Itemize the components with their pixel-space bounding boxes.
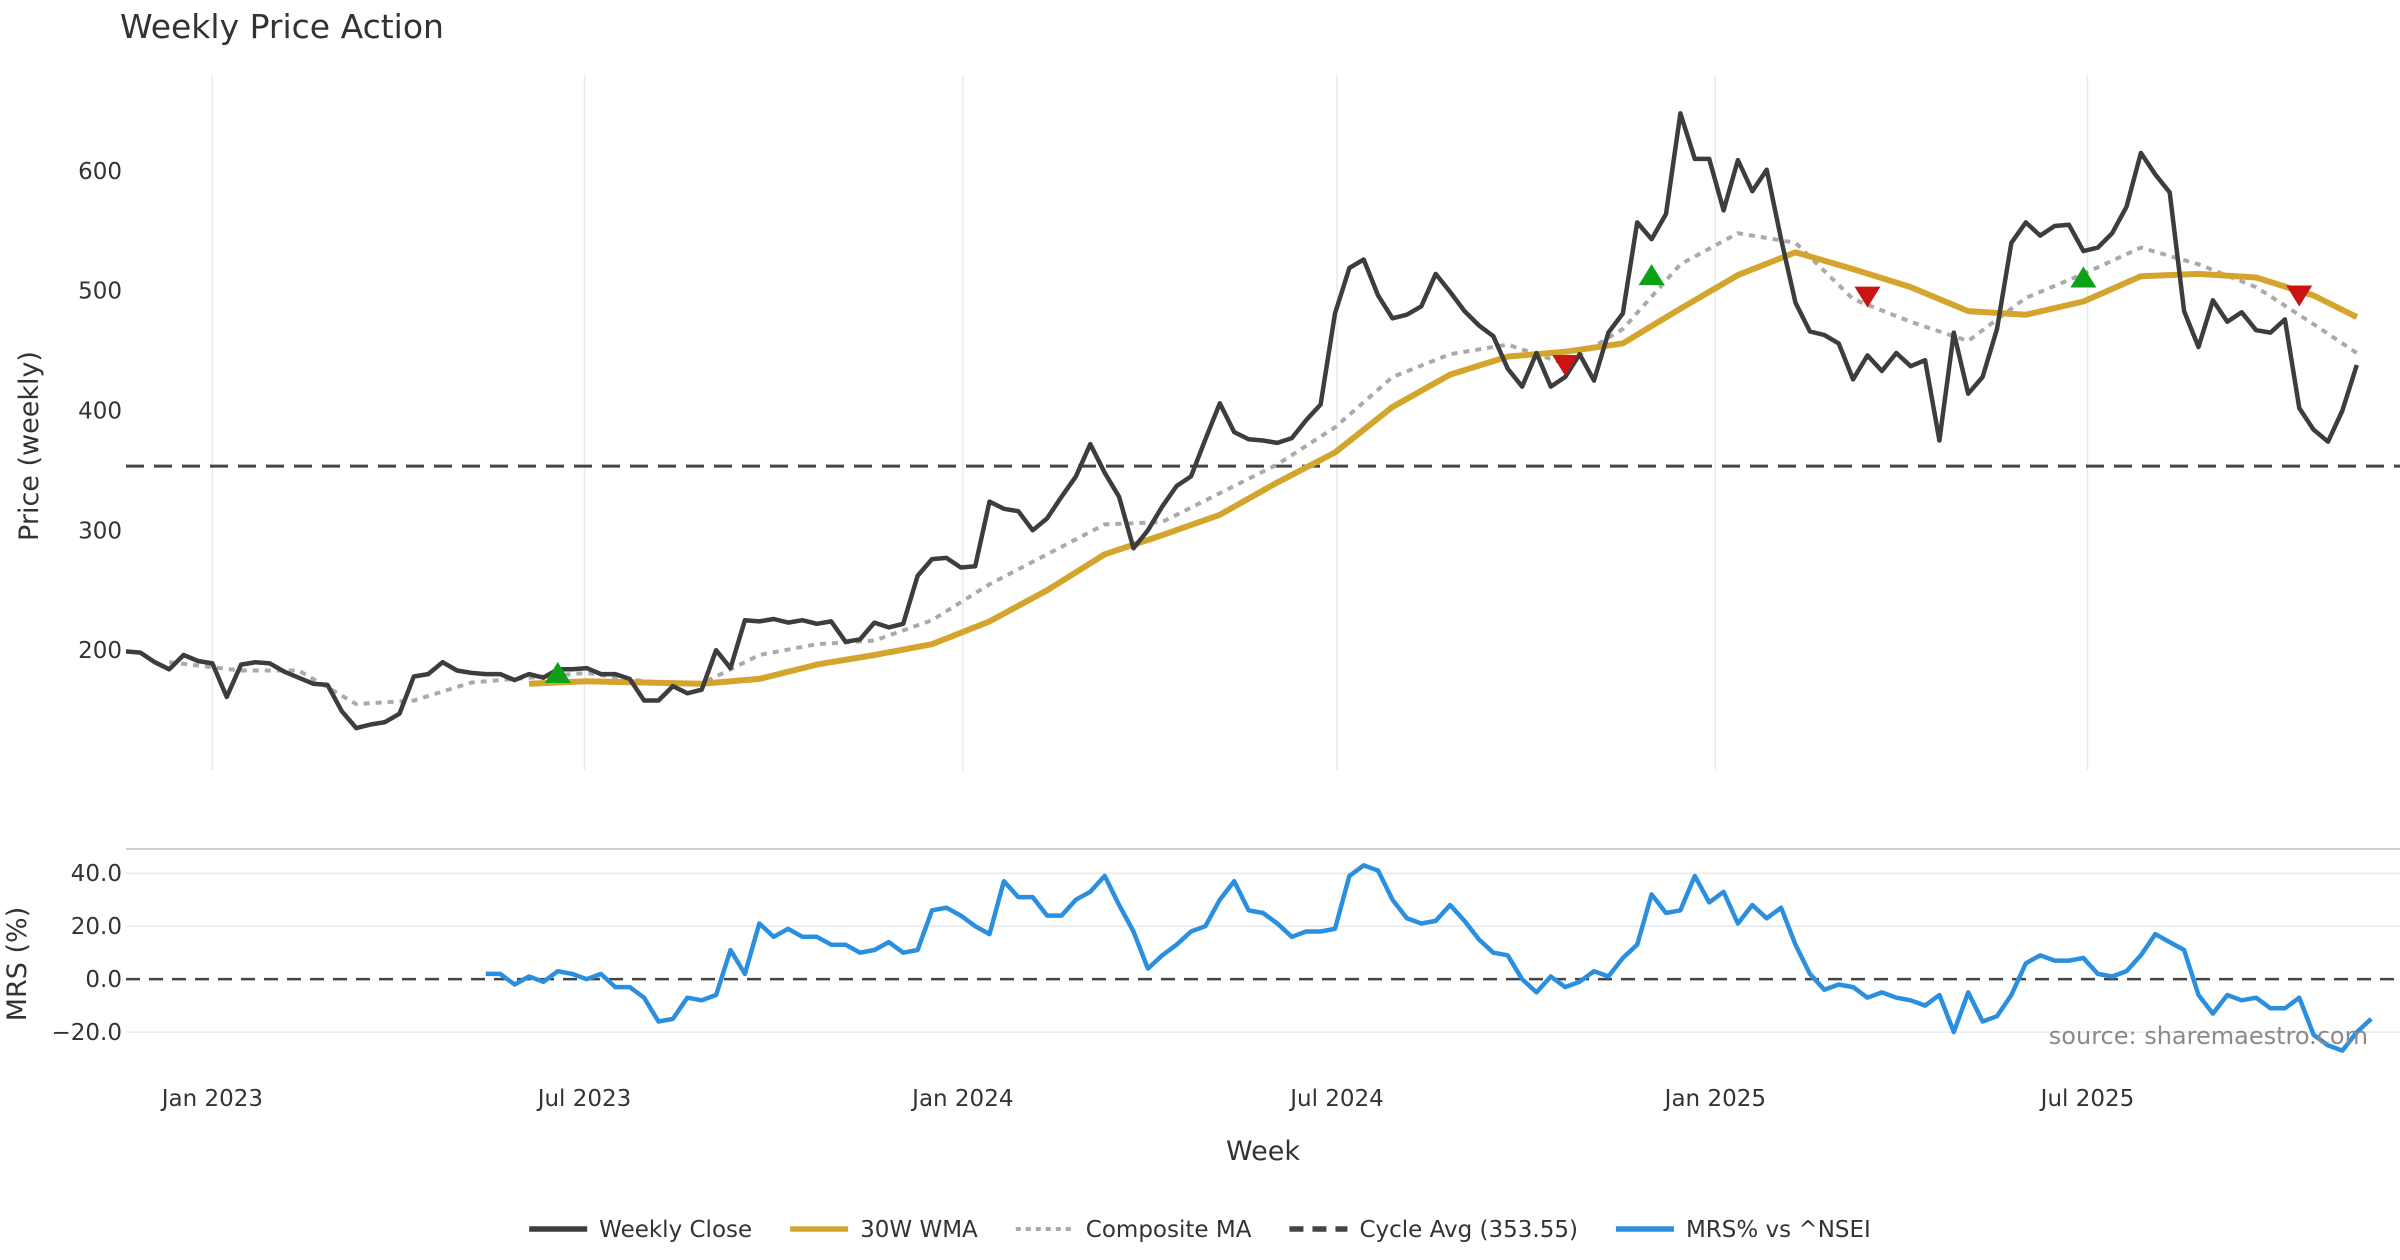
chart-title: Weekly Price Action xyxy=(120,7,444,46)
x-tick-label: Jan 2025 xyxy=(1663,1086,1766,1112)
legend-label: 30W WMA xyxy=(860,1217,978,1243)
price-y-axis-label: Price (weekly) xyxy=(14,351,45,541)
buy-signal-marker xyxy=(544,661,571,683)
mrs-y-tick-label: 40.0 xyxy=(71,861,122,887)
mrs-line xyxy=(485,863,2373,1053)
x-tick-label: Jan 2023 xyxy=(160,1086,263,1112)
mrs-y-tick-label: 0.0 xyxy=(85,967,122,993)
mrs-panel: −20.0 0.0 20.0 40.0 MRS (%) source: sharema… xyxy=(2,861,2400,1053)
legend-label: Weekly Close xyxy=(599,1217,752,1243)
signal-markers xyxy=(544,264,2313,683)
weekly-close-line xyxy=(125,111,2359,731)
mrs-y-tick-labels: −20.0 0.0 20.0 40.0 xyxy=(52,861,122,1046)
composite-ma-line xyxy=(168,231,2358,707)
legend-label: Cycle Avg (353.55) xyxy=(1359,1217,1578,1243)
price-y-tick-label: 600 xyxy=(78,159,122,185)
x-tick-label: Jul 2023 xyxy=(536,1086,632,1112)
price-gridlines xyxy=(211,75,2089,770)
price-y-tick-label: 300 xyxy=(78,518,122,544)
x-tick-label: Jul 2024 xyxy=(1288,1086,1384,1112)
buy-signal-marker xyxy=(2070,266,2097,288)
mrs-gridlines xyxy=(126,872,2400,1033)
buy-signal-marker xyxy=(1638,264,1665,286)
legend-label: Composite MA xyxy=(1086,1217,1252,1243)
source-text: source: sharemaestro.com xyxy=(2049,1022,2368,1050)
sell-signal-marker xyxy=(1854,286,1881,308)
mrs-y-tick-label: 20.0 xyxy=(71,914,122,940)
sell-signal-marker xyxy=(1552,354,1579,376)
legend: Weekly Close 30W WMA Composite MA Cycle Avg… xyxy=(529,1217,1871,1243)
mrs-y-tick-label: −20.0 xyxy=(52,1020,122,1046)
x-axis-label: Week xyxy=(1226,1136,1300,1167)
mrs-y-axis-label: MRS (%) xyxy=(2,907,33,1022)
wma-30w-line xyxy=(528,249,2359,687)
price-y-tick-label: 400 xyxy=(78,399,122,425)
price-y-tick-label: 500 xyxy=(78,279,122,305)
price-y-tick-labels: 200 300 400 500 600 xyxy=(78,159,122,664)
x-tick-labels: Jan 2023 Jul 2023 Jan 2024 Jul 2024 Jan 2025… xyxy=(160,1086,2135,1112)
price-y-tick-label: 200 xyxy=(78,638,122,664)
legend-label: MRS% vs ^NSEI xyxy=(1686,1217,1871,1243)
x-tick-label: Jan 2024 xyxy=(910,1086,1013,1112)
price-panel: 200 300 400 500 600 Price (weekly) xyxy=(14,75,2400,770)
x-tick-label: Jul 2025 xyxy=(2039,1086,2135,1112)
sell-signal-marker xyxy=(2286,285,2313,307)
